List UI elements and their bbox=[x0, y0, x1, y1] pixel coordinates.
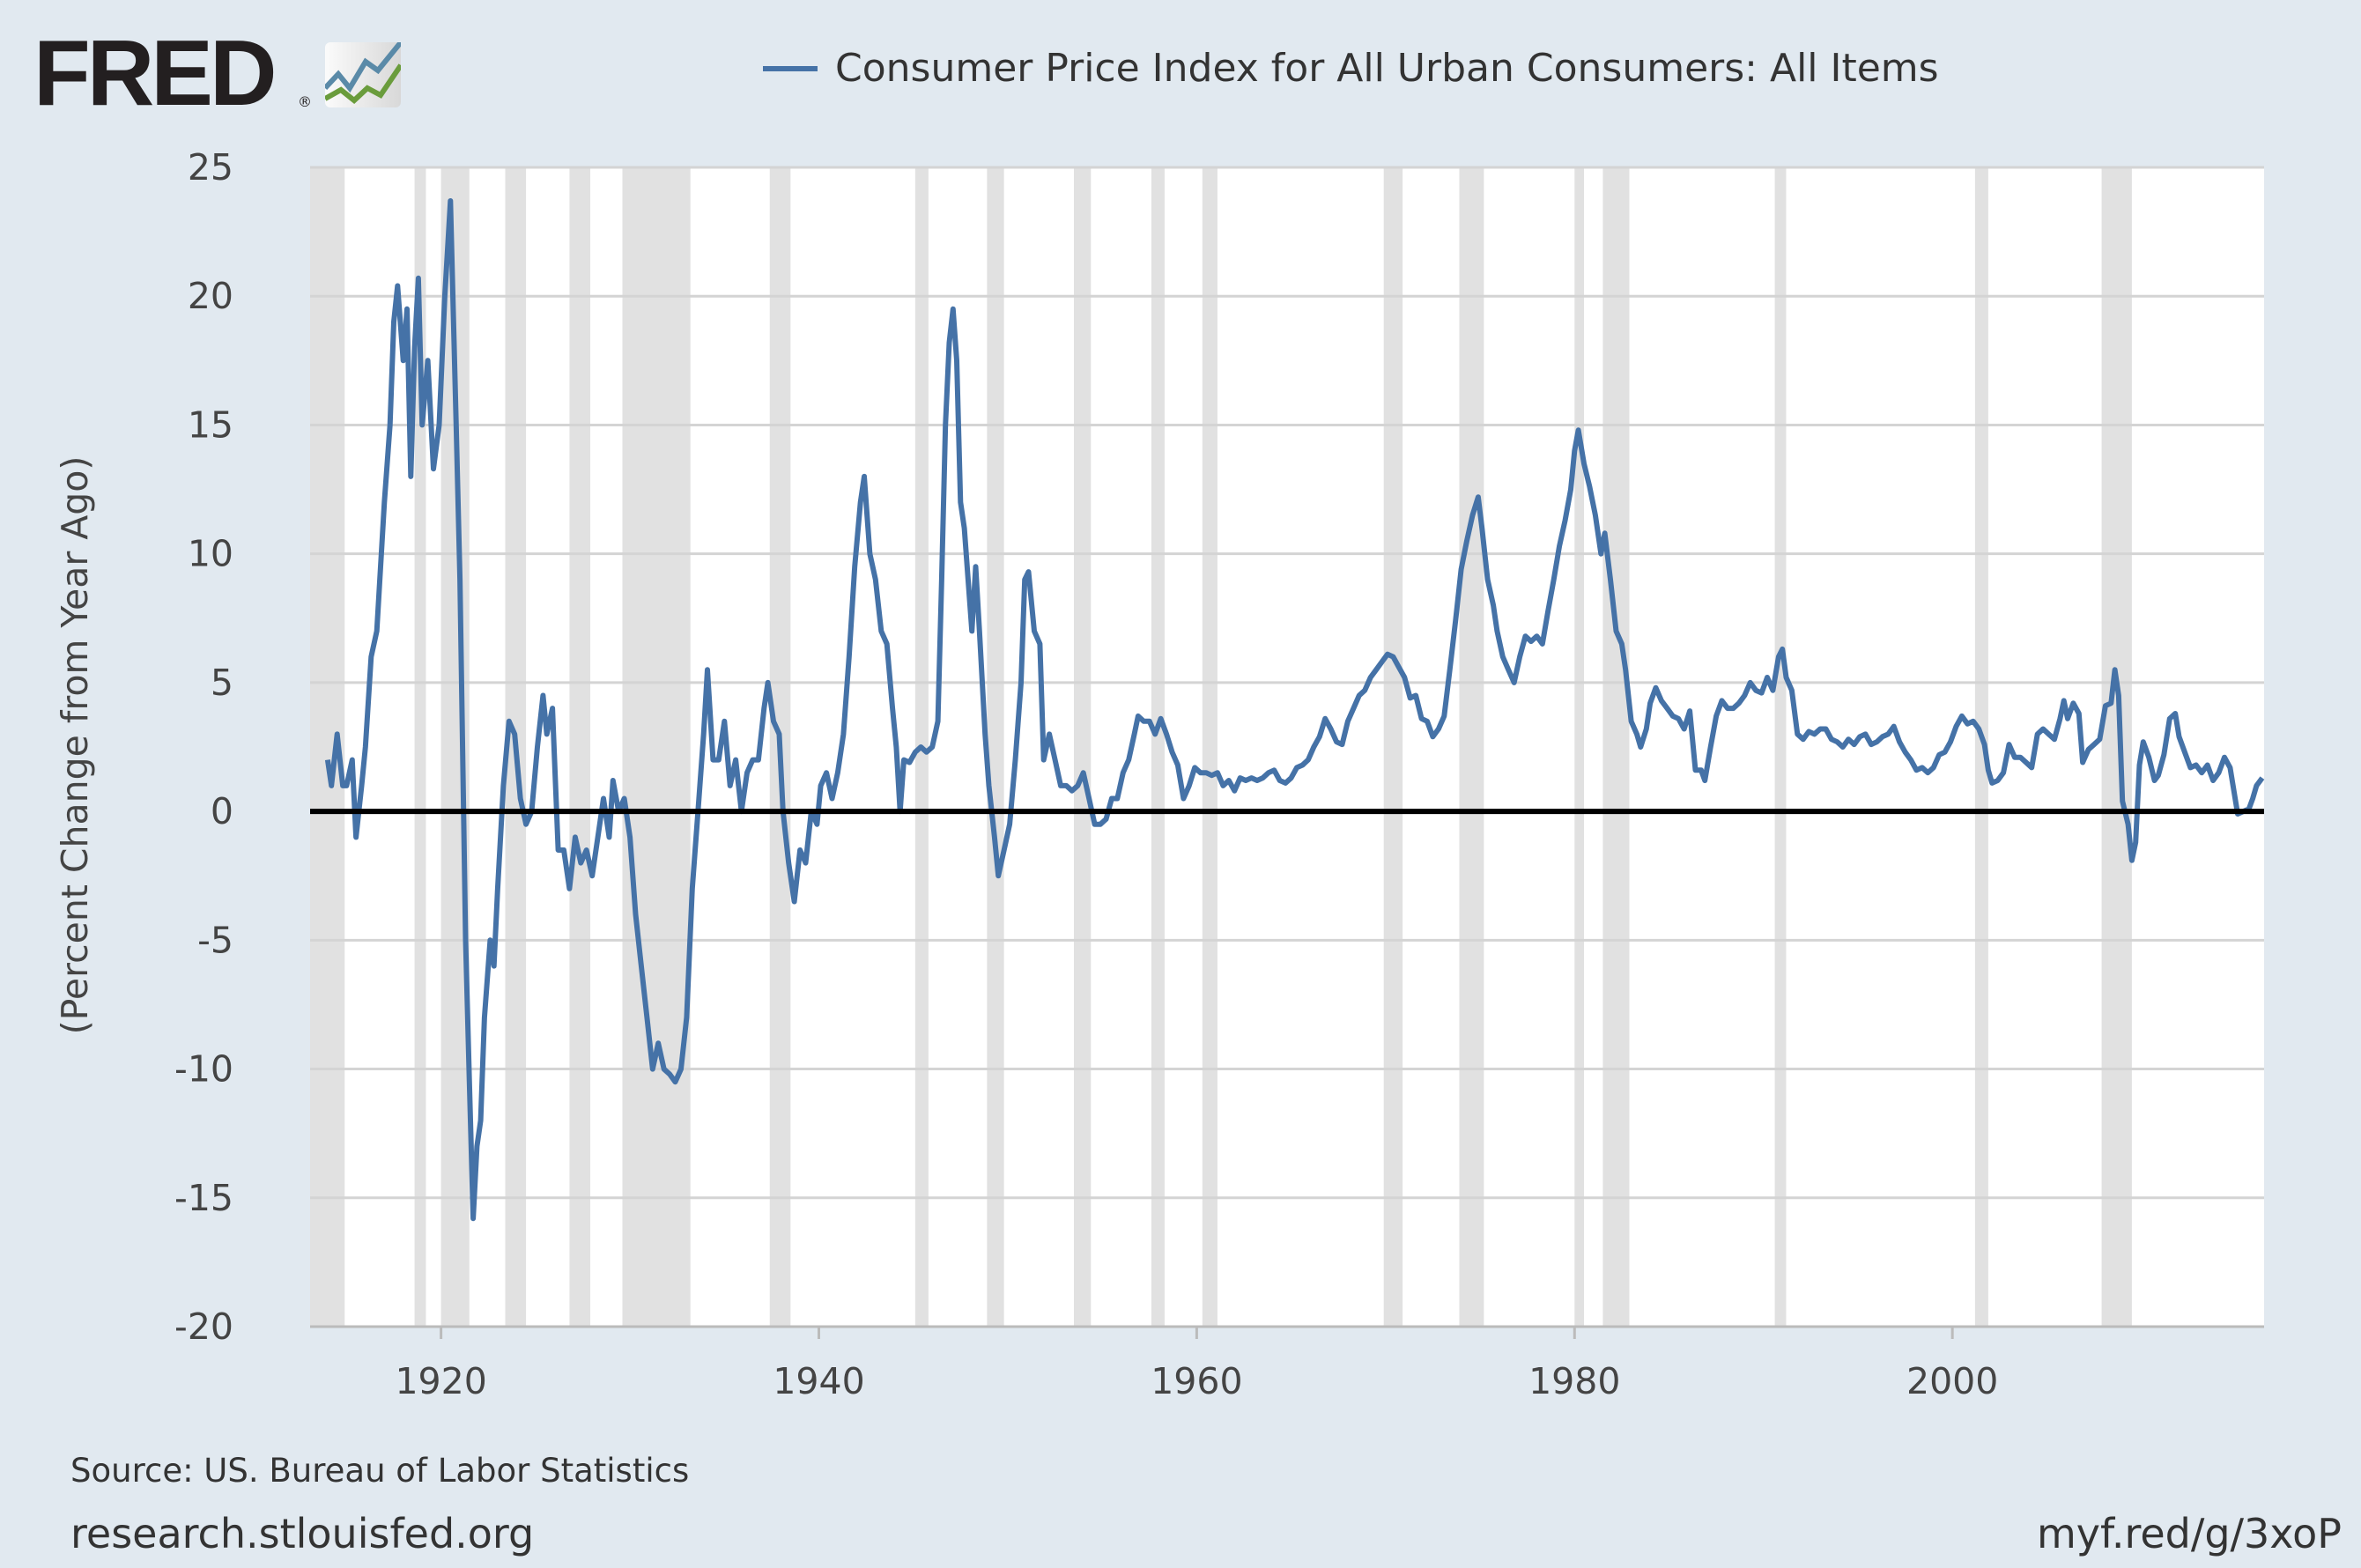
x-tick-label: 2000 bbox=[1906, 1360, 1998, 1402]
recession-band bbox=[1459, 167, 1484, 1327]
y-tick-label: -10 bbox=[174, 1048, 233, 1091]
registered-mark-icon: ® bbox=[298, 93, 312, 110]
y-tick-label: 15 bbox=[188, 403, 233, 446]
plot-background bbox=[310, 167, 2264, 1327]
recession-bands bbox=[310, 167, 2264, 1327]
recession-band bbox=[1202, 167, 1218, 1327]
series-layer bbox=[310, 198, 2265, 1222]
recession-band bbox=[1383, 167, 1403, 1327]
series-line-cpi bbox=[324, 198, 2265, 1222]
y-axis-ticks: 25 20 15 10 5 0 -5 -10 -15 -20 bbox=[174, 146, 233, 1348]
legend-line-swatch bbox=[763, 65, 818, 71]
y-tick-label: 10 bbox=[188, 533, 233, 575]
y-tick-label: 0 bbox=[211, 790, 233, 832]
chart-legend: Consumer Price Index for All Urban Consu… bbox=[763, 46, 1939, 91]
y-tick-label: 5 bbox=[211, 662, 233, 704]
fred-logo[interactable]: FRED bbox=[33, 21, 278, 125]
y-tick-label: 25 bbox=[188, 146, 233, 189]
x-tick-label: 1920 bbox=[395, 1360, 486, 1402]
y-tick-label: -5 bbox=[197, 919, 233, 961]
recession-band bbox=[569, 167, 591, 1327]
y-tick-label: -20 bbox=[174, 1305, 233, 1348]
recession-band bbox=[1974, 167, 1988, 1327]
recession-band bbox=[2101, 167, 2132, 1327]
recession-band bbox=[414, 167, 426, 1327]
short-link[interactable]: myf.red/g/3xoP bbox=[2036, 1510, 2342, 1557]
fred-chart-logo-icon bbox=[325, 42, 401, 107]
y-tick-label: 20 bbox=[188, 275, 233, 317]
recession-band bbox=[1774, 167, 1787, 1327]
x-tick-label: 1940 bbox=[773, 1360, 864, 1402]
y-axis-label: (Percent Change from Year Ago) bbox=[54, 455, 96, 1035]
recession-band bbox=[1574, 167, 1584, 1327]
source-note: Source: US. Bureau of Labor Statistics bbox=[70, 1452, 690, 1490]
recession-band bbox=[1073, 167, 1092, 1327]
recession-band bbox=[1151, 167, 1165, 1327]
x-tick-label: 1960 bbox=[1151, 1360, 1242, 1402]
recession-band bbox=[1602, 167, 1630, 1327]
recession-band bbox=[622, 167, 691, 1327]
y-tick-label: -15 bbox=[174, 1177, 233, 1219]
recession-band bbox=[987, 167, 1004, 1327]
x-tick-label: 1980 bbox=[1528, 1360, 1620, 1402]
chart-title: Consumer Price Index for All Urban Consu… bbox=[835, 46, 1939, 91]
site-link[interactable]: research.stlouisfed.org bbox=[70, 1510, 535, 1557]
x-axis-ticks: 1920 1940 1960 1980 2000 bbox=[395, 1327, 1998, 1402]
gridlines bbox=[310, 166, 2264, 1328]
